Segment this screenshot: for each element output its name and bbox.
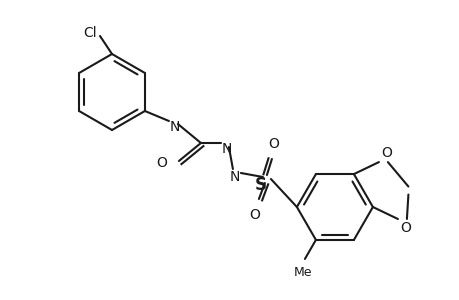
Text: N: N: [221, 142, 232, 156]
Text: O: O: [380, 146, 391, 160]
Text: O: O: [156, 156, 167, 170]
Text: Cl: Cl: [83, 26, 96, 40]
Text: S: S: [254, 176, 266, 194]
Text: O: O: [268, 137, 279, 151]
Text: Me: Me: [293, 266, 312, 279]
Text: O: O: [249, 208, 260, 222]
Text: N: N: [230, 170, 240, 184]
Text: O: O: [399, 221, 410, 235]
Text: N: N: [169, 120, 180, 134]
